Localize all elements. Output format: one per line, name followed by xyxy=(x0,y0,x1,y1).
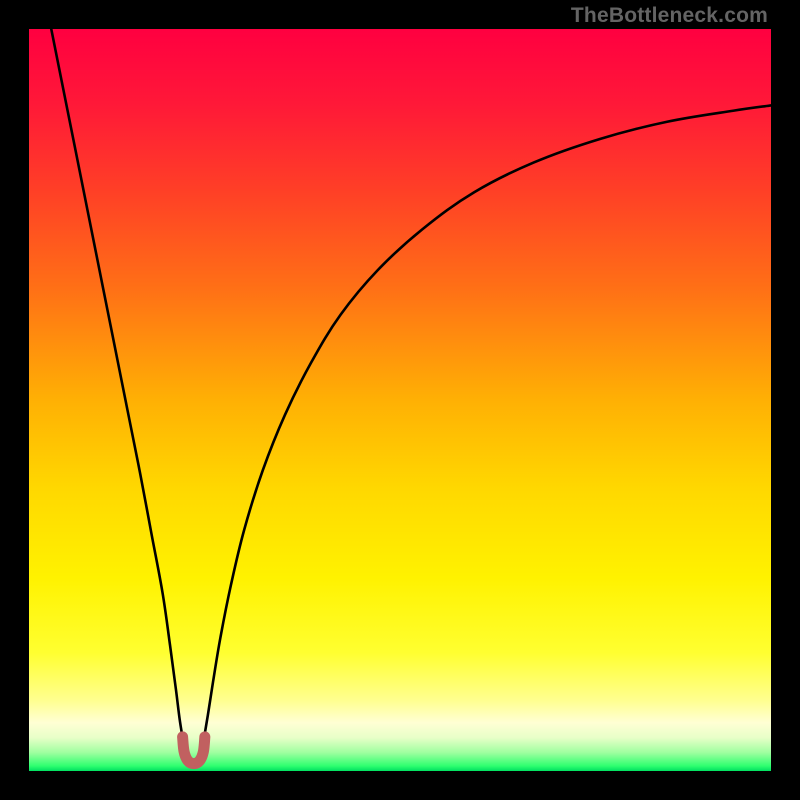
bottleneck-curve xyxy=(51,29,771,738)
watermark-text: TheBottleneck.com xyxy=(571,4,768,28)
chart-svg xyxy=(29,29,771,771)
plot-area xyxy=(29,29,771,771)
chart-frame: TheBottleneck.com xyxy=(0,0,800,800)
cusp-marker xyxy=(183,737,205,764)
